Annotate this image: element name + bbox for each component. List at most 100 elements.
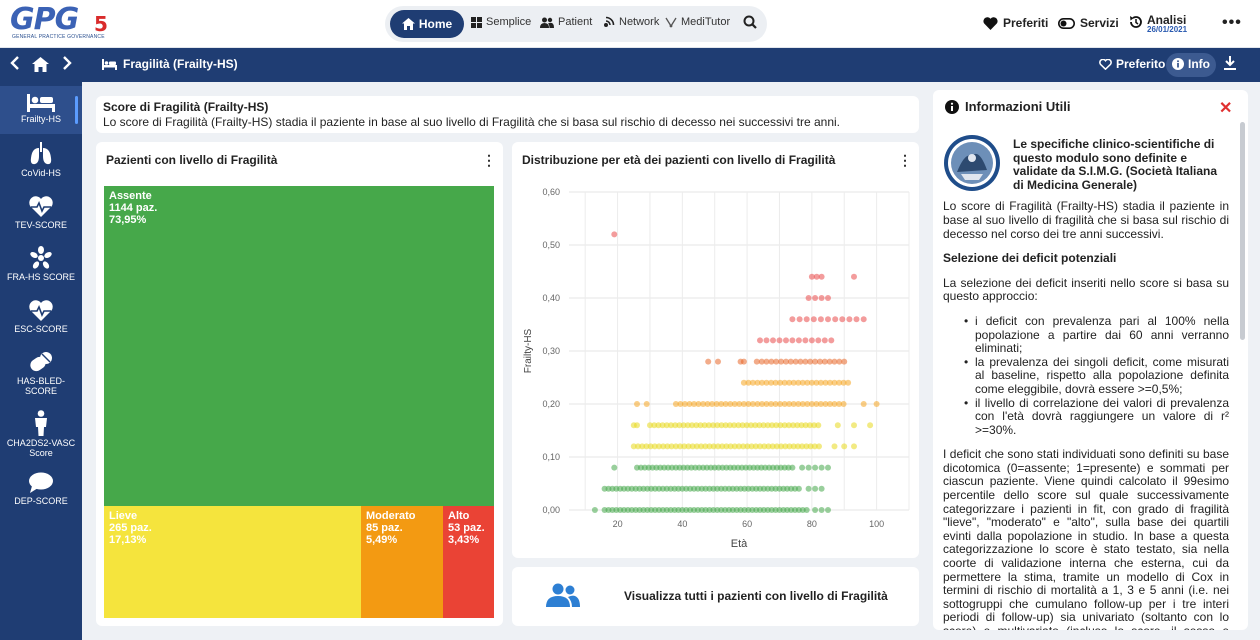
scatter-point[interactable] bbox=[663, 422, 670, 429]
scatter-point[interactable] bbox=[700, 401, 707, 407]
info-scrollbar[interactable] bbox=[1240, 122, 1245, 340]
scatter-point[interactable] bbox=[834, 422, 841, 429]
scatter-point[interactable] bbox=[709, 401, 716, 407]
scatter-point[interactable] bbox=[825, 464, 831, 471]
scatter-point[interactable] bbox=[686, 401, 693, 407]
scatter-point[interactable] bbox=[777, 379, 784, 386]
scatter-point[interactable] bbox=[803, 443, 810, 450]
scatter-point[interactable] bbox=[739, 422, 746, 429]
scatter-point[interactable] bbox=[735, 422, 742, 429]
scatter-point[interactable] bbox=[799, 464, 806, 471]
scatter-point[interactable] bbox=[795, 485, 802, 492]
scatter-point[interactable] bbox=[825, 316, 831, 323]
sidebar-item-cha2ds2-vasc-score[interactable]: CHA2DS2-VASC Score bbox=[0, 408, 82, 462]
scatter-point[interactable] bbox=[813, 273, 820, 280]
scatter-point[interactable] bbox=[726, 422, 733, 429]
scatter-point[interactable] bbox=[778, 443, 785, 450]
nav-home-button[interactable]: Home bbox=[390, 10, 464, 38]
scatter-point[interactable] bbox=[799, 401, 806, 407]
scatter-point[interactable] bbox=[736, 401, 743, 407]
scatter-point[interactable] bbox=[815, 422, 822, 429]
scatter-point[interactable] bbox=[702, 443, 709, 450]
scatter-point[interactable] bbox=[826, 358, 833, 365]
scatter-point[interactable] bbox=[611, 231, 618, 238]
scatter-point[interactable] bbox=[813, 401, 820, 407]
scatter-point[interactable] bbox=[853, 316, 860, 323]
scatter-point[interactable] bbox=[822, 379, 829, 386]
servizi-button[interactable]: Servizi bbox=[1058, 16, 1119, 30]
scatter-point[interactable] bbox=[689, 443, 696, 450]
scatter-point[interactable] bbox=[806, 422, 813, 429]
gpg-logo[interactable]: GPG 5 GENERAL PRACTICE GOVERNANCE bbox=[10, 2, 110, 40]
scatter-point[interactable] bbox=[740, 379, 747, 386]
scatter-point[interactable] bbox=[715, 358, 721, 365]
scatter-point[interactable] bbox=[736, 443, 742, 450]
scatter-point[interactable] bbox=[783, 337, 789, 344]
scatter-point[interactable] bbox=[718, 401, 725, 407]
scatter-point[interactable] bbox=[845, 379, 852, 386]
scatter-point[interactable] bbox=[785, 422, 792, 429]
scatter-point[interactable] bbox=[768, 401, 775, 407]
scatter-point[interactable] bbox=[761, 443, 768, 450]
scatter-point[interactable] bbox=[778, 358, 785, 365]
scatter-point[interactable] bbox=[832, 316, 839, 323]
scatter-point[interactable] bbox=[804, 379, 811, 386]
scatter-point[interactable] bbox=[681, 443, 688, 450]
scatter-point[interactable] bbox=[680, 422, 687, 429]
treemap-cell-moderato[interactable]: Moderato 85 paz. 5,49% bbox=[361, 506, 443, 618]
scatter-point[interactable] bbox=[731, 443, 738, 450]
scatter-point[interactable] bbox=[816, 443, 822, 450]
treemap-menu-icon[interactable]: ⋮ bbox=[482, 152, 496, 168]
sidebar-item-esc-score[interactable]: ESC-SCORE bbox=[0, 296, 82, 344]
sidebar-item-frailty-hs[interactable]: Frailty-HS bbox=[0, 86, 82, 134]
view-all-patients-card[interactable]: Visualizza tutti i pazienti con livello … bbox=[512, 567, 919, 626]
scatter-point[interactable] bbox=[634, 401, 640, 407]
scatter-point[interactable] bbox=[831, 358, 838, 365]
scatter-point[interactable] bbox=[769, 443, 776, 450]
scatter-point[interactable] bbox=[807, 443, 814, 450]
scatter-point[interactable] bbox=[722, 422, 729, 429]
scatter-point[interactable] bbox=[772, 379, 779, 386]
scatter-point[interactable] bbox=[790, 401, 797, 407]
scatter-point[interactable] bbox=[812, 485, 819, 492]
preferiti-button[interactable]: Preferiti bbox=[983, 16, 1048, 30]
scatter-point[interactable] bbox=[846, 316, 853, 323]
scatter-point[interactable] bbox=[591, 507, 598, 513]
scatter-point[interactable] bbox=[825, 507, 831, 513]
scatter-point[interactable] bbox=[873, 401, 880, 407]
scatter-point[interactable] bbox=[840, 379, 847, 386]
scatter-point[interactable] bbox=[860, 401, 867, 407]
scatter-point[interactable] bbox=[825, 295, 831, 301]
scatter-point[interactable] bbox=[763, 401, 770, 407]
scatter-point[interactable] bbox=[831, 401, 838, 407]
scatter-point[interactable] bbox=[651, 422, 658, 429]
scatter-point[interactable] bbox=[821, 337, 828, 344]
scatter-point[interactable] bbox=[773, 443, 780, 450]
scatter-point[interactable] bbox=[773, 358, 780, 365]
scatter-point[interactable] bbox=[685, 443, 692, 450]
home-nav-icon[interactable] bbox=[32, 57, 49, 77]
scatter-point[interactable] bbox=[672, 401, 679, 407]
scatter-point[interactable] bbox=[828, 337, 835, 344]
sidebar-item-fra-hs-score[interactable]: FRA-HS SCORE bbox=[0, 244, 82, 292]
scatter-point[interactable] bbox=[781, 422, 788, 429]
scatter-point[interactable] bbox=[759, 401, 765, 407]
scatter-point[interactable] bbox=[817, 358, 823, 365]
scatter-point[interactable] bbox=[802, 337, 809, 344]
scatter-point[interactable] bbox=[813, 379, 820, 386]
treemap-cell-assente[interactable]: Assente 1144 paz. 73,95% bbox=[104, 186, 494, 506]
scatter-point[interactable] bbox=[689, 422, 695, 429]
scatter-point[interactable] bbox=[752, 443, 759, 450]
scatter-point[interactable] bbox=[807, 358, 814, 365]
scatter-point[interactable] bbox=[764, 422, 771, 429]
scatter-point[interactable] bbox=[812, 464, 819, 471]
scatter-point[interactable] bbox=[756, 422, 763, 429]
scatter-point[interactable] bbox=[786, 401, 793, 407]
scatter-point[interactable] bbox=[851, 443, 857, 450]
scatter-point[interactable] bbox=[776, 337, 783, 344]
scatter-point[interactable] bbox=[805, 464, 812, 471]
scatter-point[interactable] bbox=[818, 507, 825, 513]
forward-icon[interactable] bbox=[62, 56, 72, 75]
scatter-point[interactable] bbox=[722, 401, 729, 407]
scatter-point[interactable] bbox=[749, 379, 756, 386]
